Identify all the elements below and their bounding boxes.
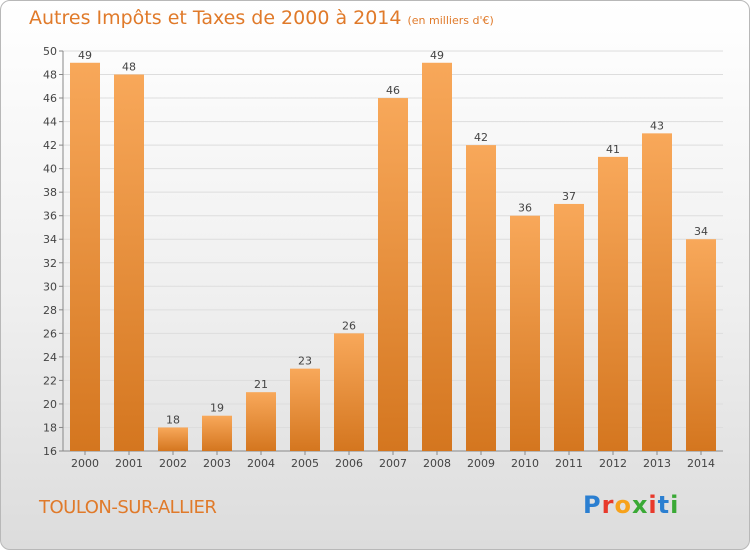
bar: [598, 156, 628, 451]
y-tick-label: 48: [43, 69, 57, 82]
y-tick-label: 30: [43, 280, 57, 293]
y-tick-label: 24: [43, 351, 57, 364]
logo-letter: i: [670, 491, 680, 519]
bar-value-label: 49: [430, 49, 444, 62]
logo-letter: r: [601, 491, 615, 519]
bar-value-label: 49: [78, 49, 92, 62]
bar-value-label: 41: [606, 143, 620, 156]
x-tick-label: 2007: [379, 457, 407, 470]
bar: [246, 392, 276, 451]
x-tick-label: 2013: [643, 457, 671, 470]
x-tick-label: 2005: [291, 457, 319, 470]
logo-letter: t: [657, 491, 671, 519]
x-tick-label: 2014: [687, 457, 715, 470]
y-tick-label: 46: [43, 92, 57, 105]
y-tick-label: 26: [43, 327, 57, 340]
bars: [70, 62, 716, 451]
bar-value-label: 43: [650, 119, 664, 132]
bar: [290, 368, 320, 451]
bar: [114, 74, 144, 451]
logo-letter: P: [583, 491, 602, 519]
x-tick-label: 2001: [115, 457, 143, 470]
x-tick-label: 2011: [555, 457, 583, 470]
bar: [378, 98, 408, 451]
y-tick-label: 42: [43, 139, 57, 152]
bar-value-label: 18: [166, 413, 180, 426]
logo-letter: i: [648, 491, 658, 519]
logo-letter: o: [614, 491, 632, 519]
city-name: TOULON-SUR-ALLIER: [39, 497, 217, 518]
bar-value-label: 34: [694, 225, 708, 238]
y-tick-label: 16: [43, 445, 57, 458]
x-tick-label: 2010: [511, 457, 539, 470]
bar-value-label: 46: [386, 84, 400, 97]
y-tick-label: 32: [43, 257, 57, 270]
bar-value-label: 23: [298, 355, 312, 368]
proxiti-logo[interactable]: Proxiti: [583, 491, 679, 519]
chart-title: Autres Impôts et Taxes de 2000 à 2014 (en…: [29, 7, 494, 29]
bar: [510, 215, 540, 451]
bar-value-label: 26: [342, 319, 356, 332]
chart-unit: (en milliers d'€): [407, 14, 494, 27]
bar: [202, 415, 232, 451]
bar: [642, 133, 672, 451]
bar-value-label: 21: [254, 378, 268, 391]
x-tick-label: 2000: [71, 457, 99, 470]
bar: [466, 145, 496, 451]
bar: [554, 203, 584, 451]
bar: [70, 62, 100, 451]
bar-value-label: 19: [210, 402, 224, 415]
bar-value-label: 48: [122, 61, 136, 74]
y-tick-label: 36: [43, 210, 57, 223]
y-tick-label: 38: [43, 186, 57, 199]
bar-value-label: 36: [518, 202, 532, 215]
x-tick-label: 2009: [467, 457, 495, 470]
chart-title-text: Autres Impôts et Taxes de 2000 à 2014: [29, 7, 402, 29]
y-tick-label: 44: [43, 116, 57, 129]
bar: [158, 427, 188, 451]
x-tick-label: 2004: [247, 457, 275, 470]
logo-letter: x: [631, 491, 649, 519]
x-tick-label: 2008: [423, 457, 451, 470]
labels: 49 2000 48 2001 18 2002 19 2003 21 2004 23 2005 26 20…: [71, 49, 715, 470]
x-tick-label: 2012: [599, 457, 627, 470]
bar-value-label: 42: [474, 131, 488, 144]
y-tick-label: 22: [43, 374, 57, 387]
y-tick-label: 50: [43, 45, 57, 58]
bar: [422, 62, 452, 451]
bar: [334, 333, 364, 451]
y-tick-label: 28: [43, 304, 57, 317]
x-tick-label: 2002: [159, 457, 187, 470]
bar-value-label: 37: [562, 190, 576, 203]
y-tick-label: 20: [43, 398, 57, 411]
bar: [686, 239, 716, 451]
x-tick-label: 2006: [335, 457, 363, 470]
y-tick-label: 40: [43, 163, 57, 176]
x-tick-label: 2003: [203, 457, 231, 470]
y-tick-label: 18: [43, 421, 57, 434]
y-tick-label: 34: [43, 233, 57, 246]
